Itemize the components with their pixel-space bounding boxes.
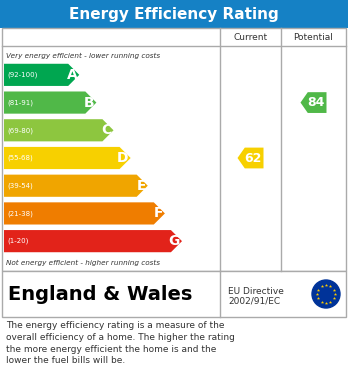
Polygon shape xyxy=(4,91,96,114)
Polygon shape xyxy=(301,92,326,113)
Text: Current: Current xyxy=(234,32,268,41)
Text: (81-91): (81-91) xyxy=(7,99,33,106)
Polygon shape xyxy=(4,119,113,142)
Text: Very energy efficient - lower running costs: Very energy efficient - lower running co… xyxy=(6,53,160,59)
Text: 62: 62 xyxy=(244,151,261,165)
Text: Energy Efficiency Rating: Energy Efficiency Rating xyxy=(69,7,279,22)
Text: C: C xyxy=(101,123,111,137)
Text: A: A xyxy=(66,68,77,82)
Text: 84: 84 xyxy=(307,96,324,109)
Text: Potential: Potential xyxy=(294,32,333,41)
Polygon shape xyxy=(4,64,79,86)
Text: D: D xyxy=(117,151,129,165)
Text: (55-68): (55-68) xyxy=(7,155,33,161)
Text: B: B xyxy=(84,95,94,109)
Bar xyxy=(0,0,348,28)
Polygon shape xyxy=(237,148,263,169)
Text: F: F xyxy=(153,206,163,221)
Text: (21-38): (21-38) xyxy=(7,210,33,217)
Polygon shape xyxy=(4,203,165,224)
Bar xyxy=(2,28,346,271)
Bar xyxy=(2,271,346,317)
Text: (92-100): (92-100) xyxy=(7,72,37,78)
Text: (69-80): (69-80) xyxy=(7,127,33,134)
Circle shape xyxy=(312,280,340,308)
Text: G: G xyxy=(169,234,180,248)
Text: (39-54): (39-54) xyxy=(7,183,33,189)
Text: England & Wales: England & Wales xyxy=(8,285,192,303)
Polygon shape xyxy=(4,147,130,169)
Text: E: E xyxy=(136,179,146,193)
Polygon shape xyxy=(4,175,148,197)
Text: (1-20): (1-20) xyxy=(7,238,29,244)
Text: EU Directive: EU Directive xyxy=(228,287,284,296)
Polygon shape xyxy=(4,230,182,252)
Text: The energy efficiency rating is a measure of the
overall efficiency of a home. T: The energy efficiency rating is a measur… xyxy=(6,321,235,366)
Text: Not energy efficient - higher running costs: Not energy efficient - higher running co… xyxy=(6,260,160,266)
Text: 2002/91/EC: 2002/91/EC xyxy=(228,296,280,305)
